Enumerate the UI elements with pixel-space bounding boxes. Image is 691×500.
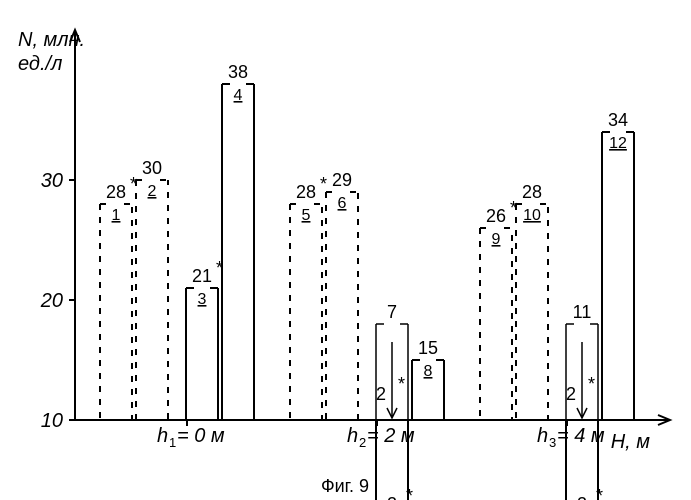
- bar-index: 4: [234, 87, 243, 104]
- bar: [516, 204, 548, 420]
- bar-index: 2: [148, 183, 157, 200]
- group-h-sub: 3: [549, 435, 556, 450]
- bar-index: 6: [338, 195, 347, 212]
- bar-index: 12: [609, 135, 627, 152]
- bar-index: 9: [492, 231, 501, 248]
- x-axis-label: H, м: [611, 431, 651, 453]
- group-h-label: h: [347, 425, 358, 447]
- bar: [100, 204, 132, 420]
- star-icon: *: [398, 374, 405, 394]
- bar-index-top: 11: [573, 302, 592, 322]
- bar-chart: 102030N, млн.ед./лH, м28*130221*3384h1= …: [0, 0, 691, 500]
- bar-value: 29: [332, 170, 352, 190]
- group-h-eq: = 2 м: [367, 425, 415, 447]
- bar-value-low: 2: [566, 384, 576, 404]
- bar-index: 10: [523, 207, 541, 224]
- bar-index: 3: [198, 291, 207, 308]
- y-tick-label: 30: [41, 170, 63, 192]
- y-tick-label: 10: [41, 410, 63, 432]
- bar-value: 28: [106, 182, 126, 202]
- group-h-label: h: [537, 425, 548, 447]
- star-icon: *: [588, 374, 595, 394]
- bar-index: 5: [302, 207, 311, 224]
- bar: [222, 84, 254, 420]
- bar-value: 28: [522, 182, 542, 202]
- bar-value: 15: [418, 338, 438, 358]
- bar-value: 2: [577, 494, 587, 500]
- bar-value: 26: [486, 206, 506, 226]
- star-icon: *: [596, 486, 603, 500]
- y-axis-label-2: ед./л: [18, 53, 62, 75]
- bar-value: 28: [296, 182, 316, 202]
- bar-value: 30: [142, 158, 162, 178]
- group-h-sub: 1: [169, 435, 176, 450]
- group-h-sub: 2: [359, 435, 366, 450]
- bar: [480, 228, 512, 420]
- star-icon: *: [320, 174, 327, 194]
- bar-value: 2: [387, 494, 397, 500]
- bar: [136, 180, 168, 420]
- bar-value: 21: [192, 266, 212, 286]
- y-tick-label: 20: [40, 290, 63, 312]
- bar-index: 8: [424, 363, 433, 380]
- bar-index: 1: [112, 207, 121, 224]
- bar: [290, 204, 322, 420]
- group-h-eq: = 0 м: [177, 425, 225, 447]
- figure-caption: Фиг. 9: [321, 476, 369, 496]
- bar: [602, 132, 634, 420]
- bar-value-low: 2: [376, 384, 386, 404]
- group-h-label: h: [157, 425, 168, 447]
- group-h-eq: = 4 м: [557, 425, 605, 447]
- y-axis-label-1: N, млн.: [18, 29, 85, 51]
- star-icon: *: [406, 486, 413, 500]
- bar-value: 38: [228, 62, 248, 82]
- bar-value: 34: [608, 110, 628, 130]
- bar: [326, 192, 358, 420]
- bar-index-top: 7: [387, 302, 397, 322]
